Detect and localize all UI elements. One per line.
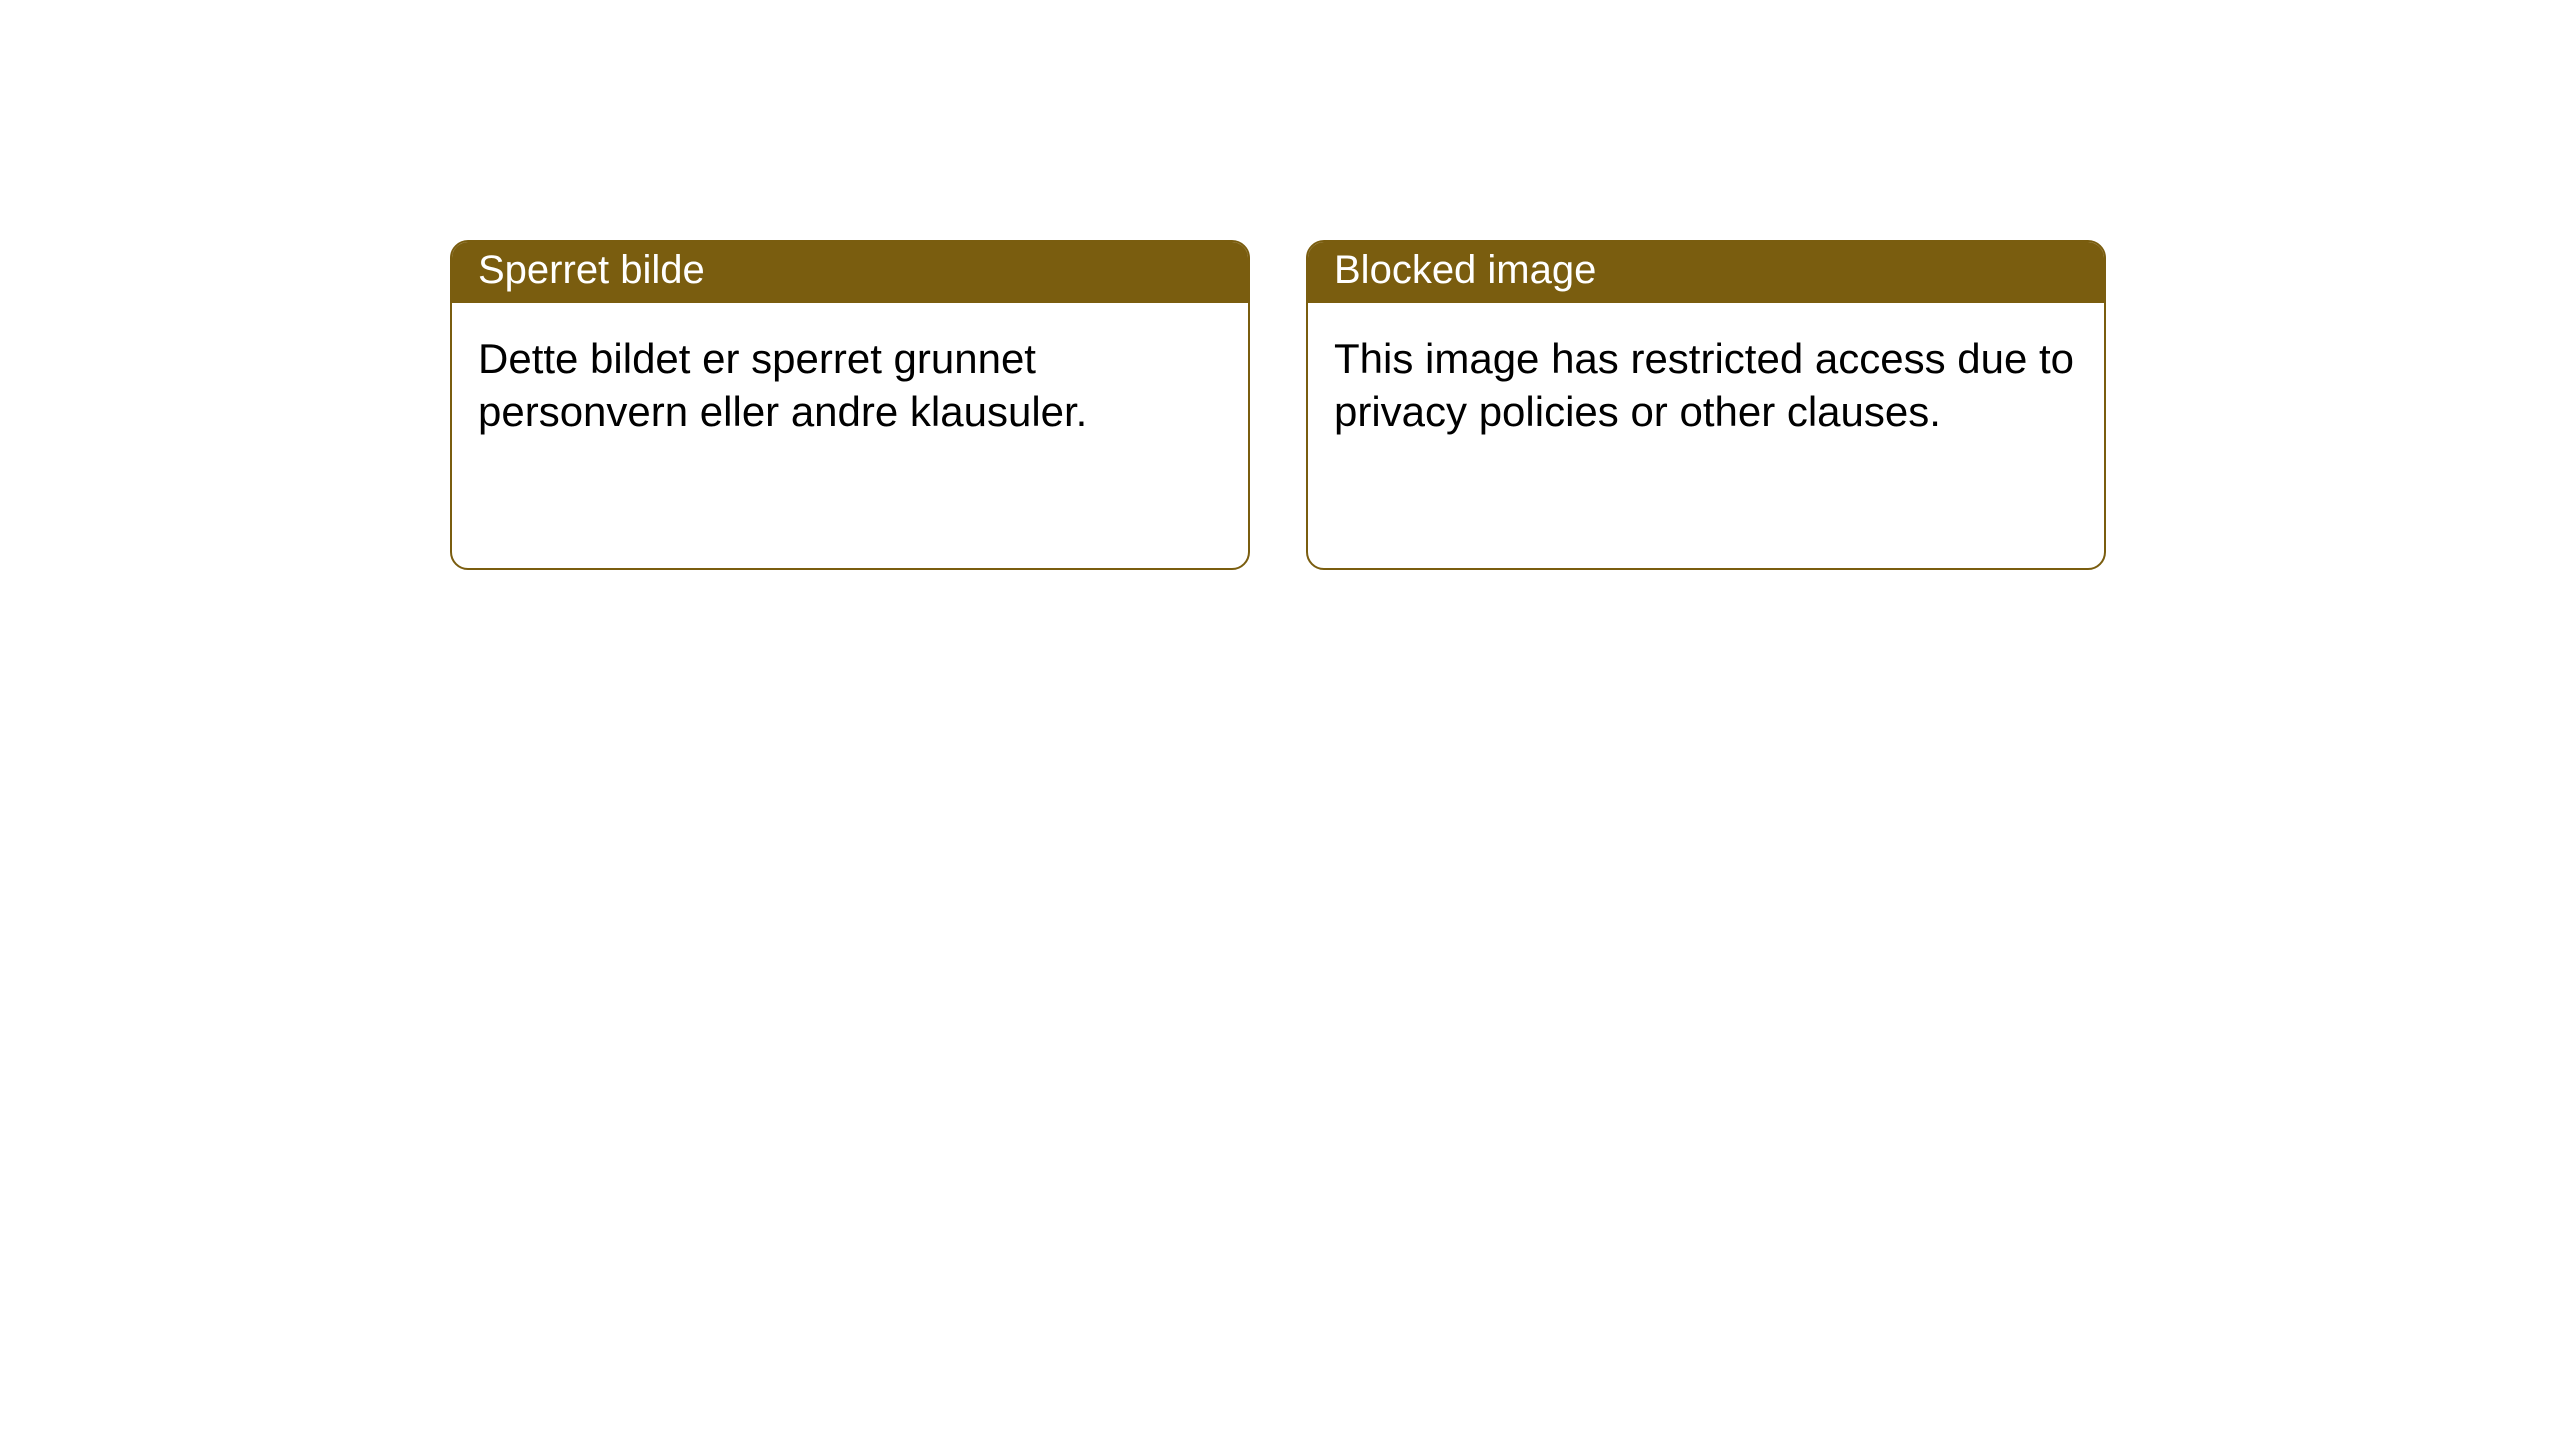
notice-container: Sperret bilde Dette bildet er sperret gr… [450, 240, 2106, 570]
notice-box-norwegian: Sperret bilde Dette bildet er sperret gr… [450, 240, 1250, 570]
notice-header-english: Blocked image [1308, 242, 2104, 303]
notice-box-english: Blocked image This image has restricted … [1306, 240, 2106, 570]
notice-header-norwegian: Sperret bilde [452, 242, 1248, 303]
notice-body-english: This image has restricted access due to … [1308, 303, 2104, 468]
notice-body-norwegian: Dette bildet er sperret grunnet personve… [452, 303, 1248, 468]
